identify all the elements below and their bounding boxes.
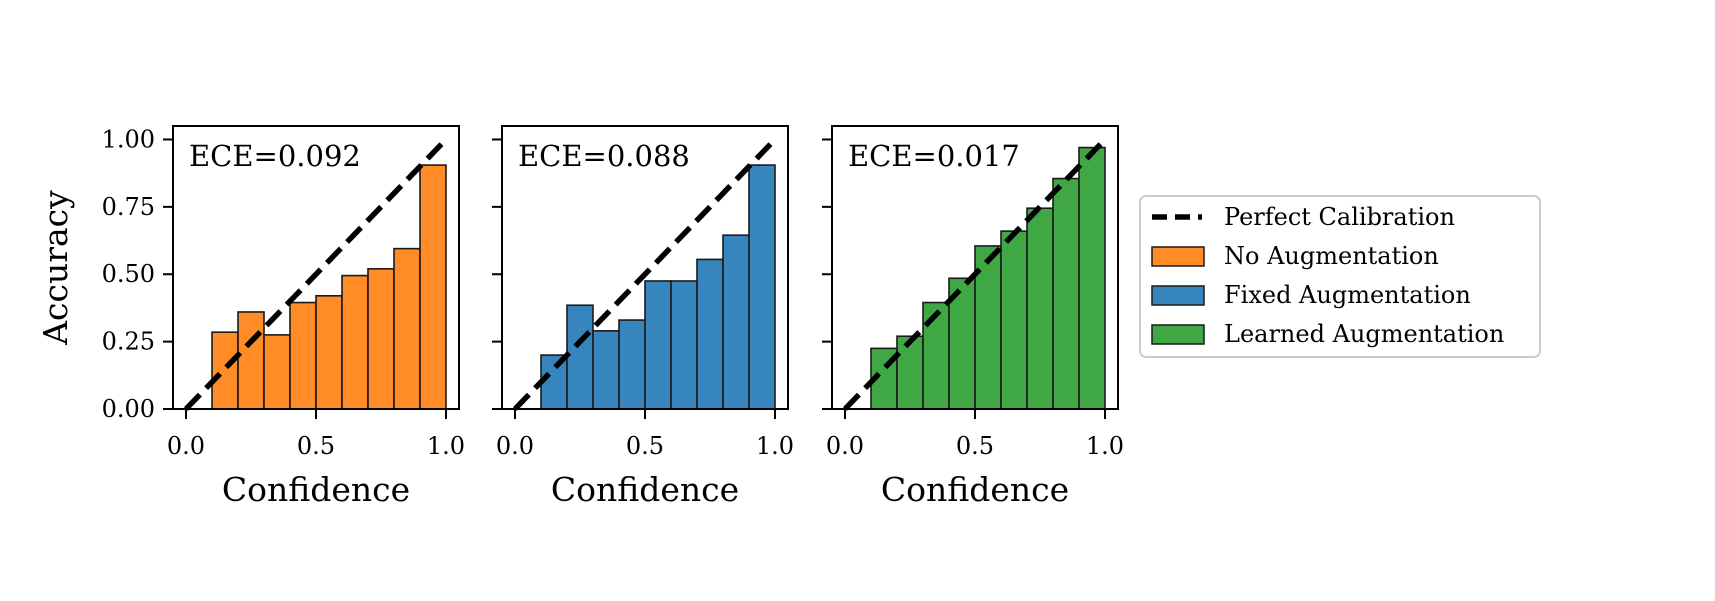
legend-swatch-patch xyxy=(1151,285,1205,306)
perfect-calibration-line xyxy=(184,137,448,411)
legend-swatch-patch xyxy=(1151,246,1205,267)
x-tick-label: 1.0 xyxy=(427,432,465,460)
ece-annotation: ECE=0.092 xyxy=(189,139,361,173)
x-axis-label: Confidence xyxy=(881,470,1069,509)
legend-label: Perfect Calibration xyxy=(1224,203,1455,231)
bar-middle-6 xyxy=(670,280,698,410)
bar-right-9 xyxy=(1078,146,1106,410)
bar-right-8 xyxy=(1052,177,1080,410)
bar-left-9 xyxy=(419,164,447,410)
x-axis-label: Confidence xyxy=(222,470,410,509)
x-tick-label: 0.0 xyxy=(496,432,534,460)
bar-left-3 xyxy=(263,334,291,410)
bar-right-7 xyxy=(1026,207,1054,410)
bar-left-1 xyxy=(211,331,239,410)
perfect-calibration-line xyxy=(513,137,777,411)
y-tick-label: 0.75 xyxy=(102,193,155,221)
x-tick-label: 0.5 xyxy=(956,432,994,460)
bar-right-2 xyxy=(896,335,924,410)
bar-right-6 xyxy=(1000,230,1028,410)
legend-swatch-patch xyxy=(1151,324,1205,345)
ece-annotation: ECE=0.088 xyxy=(518,139,690,173)
bar-middle-3 xyxy=(592,330,620,410)
ece-annotation: ECE=0.017 xyxy=(848,139,1020,173)
y-tick-label: 0.50 xyxy=(102,260,155,288)
x-tick-label: 0.5 xyxy=(297,432,335,460)
bar-middle-1 xyxy=(540,354,568,410)
bar-left-6 xyxy=(341,274,369,410)
panel-left: ECE=0.092 0.00 0.25 0.50 0.75 1.00 0.0 0.5 1.0 Co… xyxy=(36,125,465,509)
bar-middle-2 xyxy=(566,304,594,410)
bar-middle-4 xyxy=(618,319,646,410)
x-tick-label: 0.0 xyxy=(167,432,205,460)
y-tick-label: 1.00 xyxy=(102,125,155,153)
x-tick-label: 1.0 xyxy=(1086,432,1124,460)
y-axis-label: Accuracy xyxy=(36,190,75,346)
x-axis-label: Confidence xyxy=(551,470,739,509)
legend-box xyxy=(1139,195,1541,358)
panel-middle: ECE=0.088 0.0 0.5 1.0 Confidence xyxy=(492,125,794,509)
legend-label: Fixed Augmentation xyxy=(1224,281,1471,309)
y-tick-label: 0.00 xyxy=(102,395,155,423)
bar-left-4 xyxy=(289,301,317,410)
bar-left-7 xyxy=(367,268,395,410)
bar-middle-7 xyxy=(696,258,724,410)
y-tick-label: 0.25 xyxy=(102,328,155,356)
x-tick-label: 1.0 xyxy=(756,432,794,460)
perfect-calibration-line xyxy=(843,137,1107,411)
bar-left-8 xyxy=(393,247,421,410)
bar-middle-5 xyxy=(644,280,672,410)
bar-middle-9 xyxy=(748,164,776,410)
legend-label: No Augmentation xyxy=(1224,242,1439,270)
bar-middle-8 xyxy=(722,234,750,410)
chart-panels: ECE=0.092 0.00 0.25 0.50 0.75 1.00 0.0 0.5 1.0 Co… xyxy=(36,125,1124,509)
panel-right: ECE=0.017 0.0 0.5 1.0 Confidence xyxy=(822,125,1124,509)
legend-label: Learned Augmentation xyxy=(1224,320,1504,348)
x-tick-label: 0.0 xyxy=(826,432,864,460)
x-tick-label: 0.5 xyxy=(626,432,664,460)
bar-left-5 xyxy=(315,294,343,410)
bar-left-2 xyxy=(237,311,265,410)
legend: Perfect Calibration No Augmentation Fixed … xyxy=(1139,195,1541,358)
